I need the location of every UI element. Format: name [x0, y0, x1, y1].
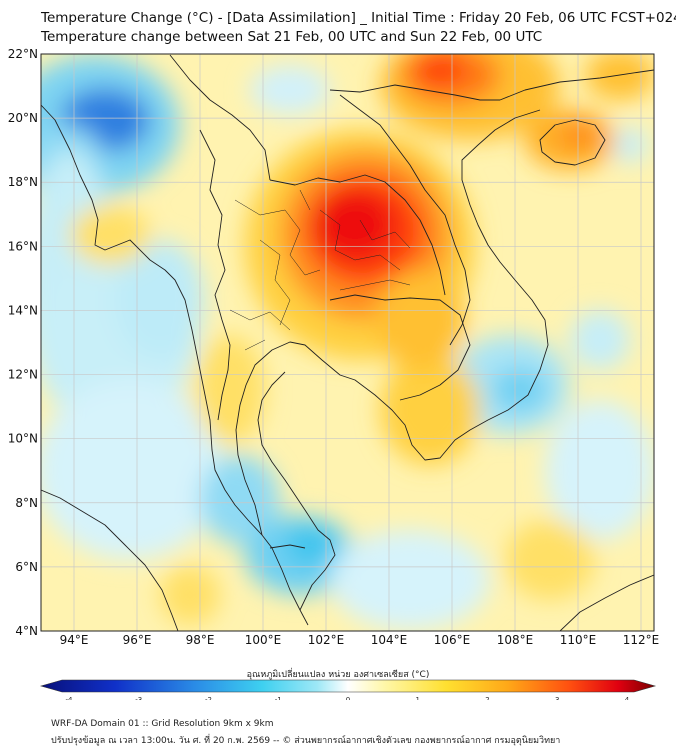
- lat-label: 16°N: [8, 239, 38, 253]
- lat-label: 18°N: [8, 175, 38, 189]
- coastline-sumatra: [41, 489, 179, 631]
- border-china-vietnam: [329, 84, 500, 101]
- lon-label: 96°E: [123, 633, 152, 647]
- coastlines-borders: [41, 54, 654, 631]
- border-thailand-malaysia: [269, 544, 306, 549]
- lon-label: 112°E: [623, 633, 660, 647]
- lon-label: 108°E: [497, 633, 534, 647]
- colorbar-tick-label: -4: [66, 696, 74, 700]
- colorbar-bar: [39, 679, 657, 693]
- border-cambodia: [329, 294, 471, 401]
- colorbar-tick-label: 2: [485, 696, 489, 700]
- title-line-2: Temperature change between Sat 21 Feb, 0…: [41, 29, 543, 45]
- provincial-borders: [229, 189, 411, 351]
- colorbar: -4 -3 -2 -1 0 1 2 3 4: [39, 679, 657, 700]
- title-line-1: Temperature Change (°C) - [Data Assimila…: [41, 10, 676, 26]
- lat-label: 8°N: [15, 496, 38, 510]
- lon-label: 104°E: [371, 633, 408, 647]
- lat-label: 20°N: [8, 111, 38, 125]
- colorbar-tick-label: 3: [555, 696, 559, 700]
- lon-label: 106°E: [434, 633, 471, 647]
- coastline-gulf: [235, 109, 549, 536]
- colorbar-tick-label: -2: [205, 696, 212, 700]
- colorbar-ticks: -4 -3 -2 -1 0 1 2 3 4: [66, 696, 630, 700]
- colorbar-tick-label: -1: [275, 696, 282, 700]
- footer-line-1: WRF-DA Domain 01 :: Grid Resolution 9km …: [51, 719, 274, 729]
- border-myanmar-china: [169, 54, 271, 181]
- lat-label: 6°N: [15, 560, 38, 574]
- lat-label: 12°N: [8, 368, 38, 382]
- border-myanmar-thailand: [199, 129, 231, 421]
- colorbar-title: อุณหภูมิเปลี่ยนแปลง หน่วย องศาเซลเซียส (…: [246, 670, 430, 680]
- coastline-malay-east: [257, 371, 336, 611]
- colorbar-tick-label: 4: [625, 696, 630, 700]
- colorbar-tick-label: 1: [416, 696, 420, 700]
- lat-label: 14°N: [8, 303, 38, 317]
- coastline-south-china: [499, 69, 654, 101]
- temperature-field: [41, 54, 654, 631]
- border-laos-vietnam: [339, 94, 471, 346]
- map-frame: [40, 53, 655, 632]
- footer-line-2: ปรับปรุงข้อมูล ณ เวลา 13:00น. วัน ศ. ที่…: [51, 736, 561, 746]
- coastline-hainan: [539, 119, 606, 166]
- map-figure: 94°E 96°E 98°E 100°E 102°E 104°E 106°E 108°E 110…: [8, 47, 660, 700]
- colorbar-tick-label: 0: [346, 696, 350, 700]
- colorbar-tick-label: -3: [135, 696, 142, 700]
- lon-label: 98°E: [186, 633, 215, 647]
- border-laos-thailand: [269, 174, 446, 296]
- lon-label: 102°E: [308, 633, 345, 647]
- coastline-myanmar: [41, 104, 309, 626]
- lat-label: 4°N: [15, 624, 38, 638]
- longitude-labels: 94°E 96°E 98°E 100°E 102°E 104°E 106°E 108°E 110…: [60, 633, 660, 647]
- lat-label: 10°N: [8, 432, 38, 446]
- lat-label: 22°N: [8, 47, 38, 61]
- lon-label: 94°E: [60, 633, 89, 647]
- coastline-borneo: [559, 574, 654, 631]
- lon-label: 100°E: [245, 633, 282, 647]
- gridlines: [41, 54, 654, 631]
- lon-label: 110°E: [560, 633, 597, 647]
- latitude-labels: 22°N 20°N 18°N 16°N 14°N 12°N 10°N 8°N 6°N 4°N: [8, 47, 38, 638]
